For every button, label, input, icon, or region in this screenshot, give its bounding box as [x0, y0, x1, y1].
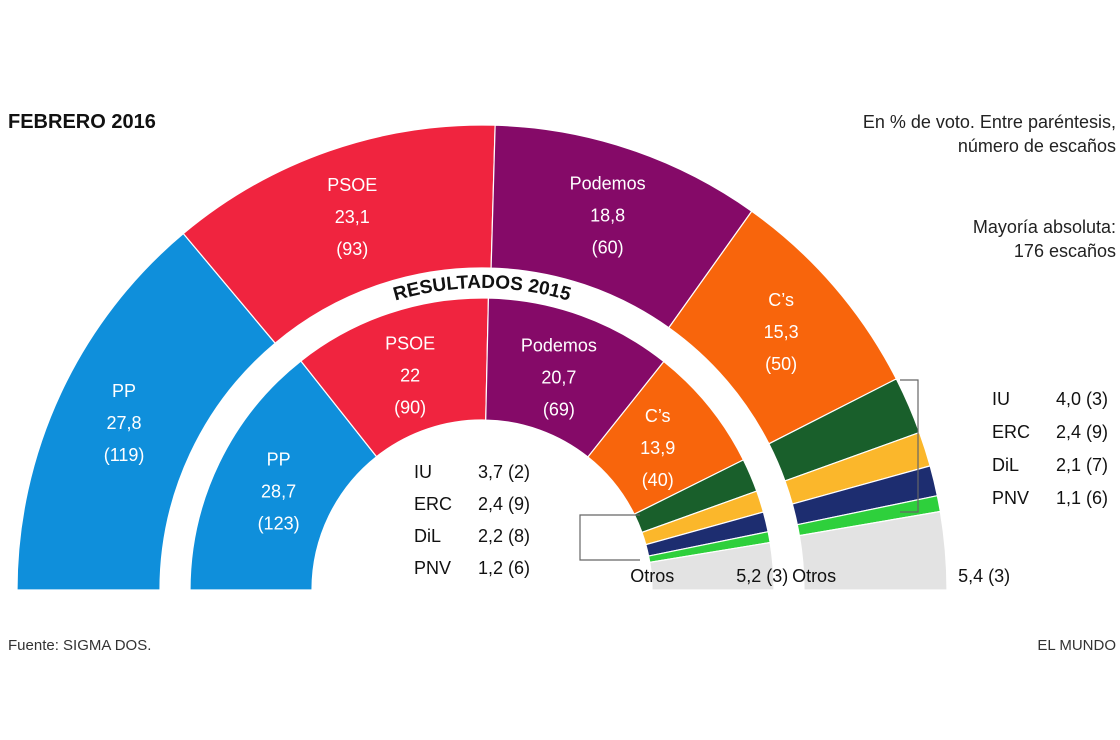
outer-legend-erc-value: 2,4 (9) [1056, 422, 1108, 442]
inner-pp-value-label: 28,7 [261, 482, 296, 502]
inner-legend-dil-value: 2,2 (8) [478, 526, 530, 546]
inner-otros-name-label: Otros [630, 566, 674, 586]
outer-legend-dil-value: 2,1 (7) [1056, 455, 1108, 475]
inner-legend-iu-name: IU [414, 462, 432, 482]
note-line-2: número de escaños [958, 136, 1116, 156]
inner-legend-iu-value: 3,7 (2) [478, 462, 530, 482]
outer-podemos-value-label: 18,8 [590, 205, 625, 225]
inner-cs-seats-label: (40) [642, 470, 674, 490]
inner-psoe-seats-label: (90) [394, 398, 426, 418]
inner-psoe-value-label: 22 [400, 366, 420, 386]
outer-segment-otros [798, 510, 948, 591]
small-party-legends: IU 4,0 (3) ERC 2,4 (9) DiL 2,1 (7) PNV 1,1 (6) I… [414, 379, 1108, 578]
inner-ring-segments [189, 297, 775, 591]
inner-segment-otros [649, 541, 775, 591]
outer-pp-value-label: 27,8 [107, 413, 142, 433]
outer-legend-iu-value: 4,0 (3) [1056, 389, 1108, 409]
outer-legend-pnv-value: 1,1 (6) [1056, 488, 1108, 508]
majority-line-2: 176 escaños [1014, 241, 1116, 261]
inner-legend-erc-name: ERC [414, 494, 452, 514]
outer-podemos-seats-label: (60) [592, 237, 624, 257]
inner-pp-name-label: PP [267, 450, 291, 470]
inner-podemos-name-label: Podemos [521, 335, 597, 355]
outer-psoe-name-label: PSOE [327, 175, 377, 195]
outer-psoe-seats-label: (93) [336, 239, 368, 259]
inner-cs-value-label: 13,9 [640, 438, 675, 458]
majority-line-1: Mayoría absoluta: [973, 217, 1116, 237]
inner-podemos-seats-label: (69) [543, 399, 575, 419]
chart-title: FEBRERO 2016 [8, 111, 156, 133]
outer-legend-bracket [900, 379, 919, 513]
outer-psoe-value-label: 23,1 [335, 207, 370, 227]
outer-cs-name-label: C’s [768, 290, 794, 310]
outer-pp-name-label: PP [112, 381, 136, 401]
inner-legend-bracket [579, 514, 640, 561]
brand-credit: EL MUNDO [1037, 637, 1116, 654]
outer-legend-dil-name: DiL [992, 455, 1019, 475]
inner-podemos-value-label: 20,7 [541, 367, 576, 387]
source-note: Fuente: SIGMA DOS. [8, 637, 151, 654]
outer-ring-segments [16, 124, 948, 591]
inner-cs-name-label: C’s [645, 406, 671, 426]
outer-cs-value-label: 15,3 [764, 322, 799, 342]
inner-otros-value-label: 5,2 (3) [736, 566, 788, 586]
outer-legend-iu-name: IU [992, 389, 1010, 409]
outer-legend-pnv-name: PNV [992, 488, 1029, 508]
outer-legend-erc-name: ERC [992, 422, 1030, 442]
inner-legend-dil-name: DiL [414, 526, 441, 546]
outer-pp-seats-label: (119) [104, 445, 145, 465]
outer-cs-seats-label: (50) [765, 354, 797, 374]
inner-legend-erc-value: 2,4 (9) [478, 494, 530, 514]
note-line-1: En % de voto. Entre paréntesis, [863, 112, 1116, 132]
inner-legend-pnv-name: PNV [414, 558, 451, 578]
inner-legend-pnv-value: 1,2 (6) [478, 558, 530, 578]
outer-otros-value-label: 5,4 (3) [958, 566, 1010, 586]
outer-podemos-name-label: Podemos [570, 173, 646, 193]
segment-labels: PP 27,8 (119) PSOE 23,1 (93) Podemos 18,8 (60) C’… [104, 173, 1010, 586]
inner-pp-seats-label: (123) [258, 514, 300, 534]
inner-psoe-name-label: PSOE [385, 334, 435, 354]
outer-otros-name-label: Otros [792, 566, 836, 586]
